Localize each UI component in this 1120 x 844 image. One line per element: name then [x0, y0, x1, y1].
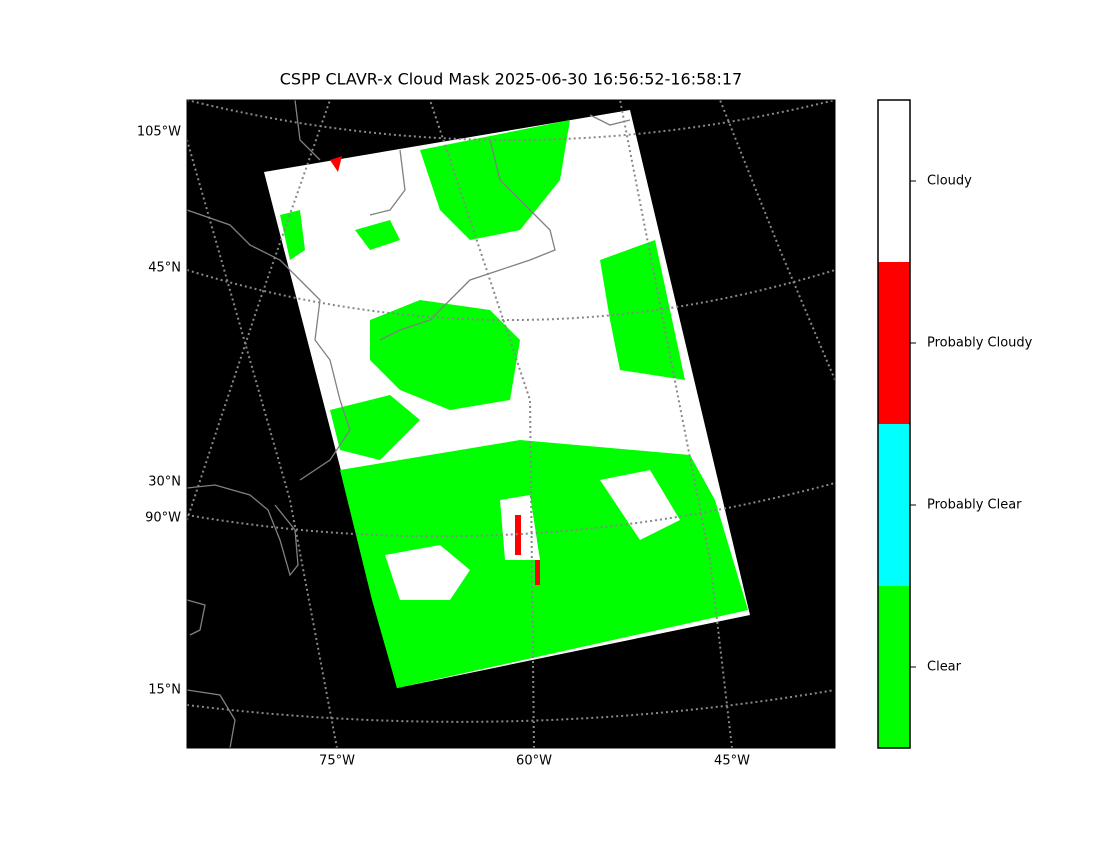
colorbar-segment [878, 262, 910, 424]
colorbar-segment [878, 424, 910, 586]
colorbar-label: Probably Clear [927, 498, 1022, 513]
coastlines [187, 100, 631, 748]
lon-label: 60°W [516, 754, 552, 769]
map-labels: 105°W 45°N 30°N 90°W 15°N 75°W 60°W 45°W [137, 125, 750, 769]
probably-cloudy-areas [330, 156, 540, 585]
colorbar-label: Clear [927, 660, 962, 675]
colorbar-label: Probably Cloudy [927, 336, 1033, 351]
lat-lon-label: 90°W [145, 511, 181, 526]
graticule [187, 100, 835, 748]
colorbar-segment [878, 586, 910, 748]
colorbar-label: Cloudy [927, 174, 972, 189]
colorbar: Cloudy Probably Cloudy Probably Clear Clear [878, 100, 1033, 748]
lon-label: 75°W [319, 754, 355, 769]
lat-lon-label: 15°N [148, 683, 181, 698]
lat-lon-label: 30°N [148, 475, 181, 490]
lat-lon-label: 105°W [137, 125, 181, 140]
map-frame [186, 99, 836, 749]
colorbar-segment [878, 100, 910, 262]
colorbar-frame [877, 99, 911, 749]
title: CSPP CLAVR-x Cloud Mask 2025-06-30 16:56… [280, 70, 742, 89]
lat-lon-label: 45°N [148, 261, 181, 276]
map [187, 100, 835, 748]
lon-label: 45°W [714, 754, 750, 769]
